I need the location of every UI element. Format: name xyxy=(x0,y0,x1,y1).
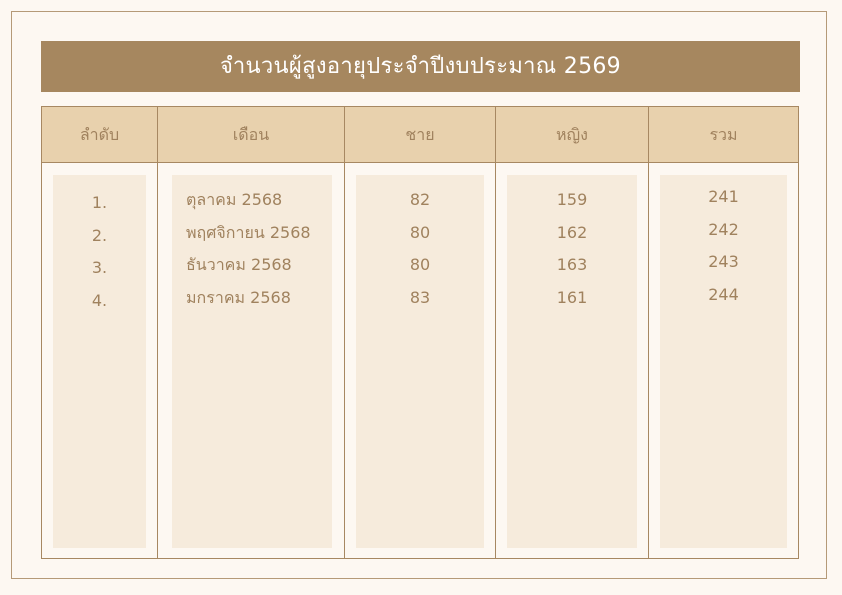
column-no: ลำดับ 1. 2. 3. 4. xyxy=(42,107,158,558)
header-female: หญิง xyxy=(496,107,648,163)
cell-month: ธันวาคม 2568 xyxy=(186,255,292,274)
cell-panel xyxy=(660,175,787,548)
female-cells: 159 162 163 161 xyxy=(496,184,648,314)
cell-male: 82 xyxy=(409,190,431,209)
month-cells: ตุลาคม 2568 พฤศจิกายน 2568 ธันวาคม 2568 … xyxy=(186,184,344,314)
header-month: เดือน xyxy=(158,107,344,163)
cell-panel xyxy=(53,175,146,548)
header-no: ลำดับ xyxy=(42,107,157,163)
no-cells: 1. 2. 3. 4. xyxy=(42,187,157,317)
cell-no: 3. xyxy=(91,258,108,277)
column-total: รวม 241 242 243 244 xyxy=(649,107,798,558)
header-total: รวม xyxy=(649,107,798,163)
cell-male: 80 xyxy=(409,222,431,242)
cell-panel xyxy=(356,175,484,548)
cell-total: 244 xyxy=(708,284,739,304)
cell-no: 2. xyxy=(91,225,108,245)
cell-no: 4. xyxy=(91,290,108,310)
cell-no: 1. xyxy=(91,193,108,212)
cell-male: 83 xyxy=(409,287,431,307)
elderly-count-table: ลำดับ 1. 2. 3. 4. เดือน ตุลาคม 2568 พฤศจ… xyxy=(41,106,799,559)
column-month: เดือน ตุลาคม 2568 พฤศจิกายน 2568 ธันวาคม… xyxy=(158,107,345,558)
cell-month: มกราคม 2568 xyxy=(186,287,291,307)
total-cells: 241 242 243 244 xyxy=(649,181,798,311)
header-male: ชาย xyxy=(345,107,495,163)
cell-female: 162 xyxy=(556,222,588,242)
cell-male: 80 xyxy=(409,255,431,274)
cell-month: พฤศจิกายน 2568 xyxy=(186,222,311,242)
page-frame xyxy=(11,11,827,579)
cell-panel xyxy=(172,175,332,548)
male-cells: 82 80 80 83 xyxy=(345,184,495,314)
cell-female: 159 xyxy=(556,190,588,209)
cell-total: 242 xyxy=(708,219,739,239)
cell-month: ตุลาคม 2568 xyxy=(186,190,283,209)
cell-panel xyxy=(507,175,637,548)
column-male: ชาย 82 80 80 83 xyxy=(345,107,496,558)
cell-female: 161 xyxy=(556,287,588,307)
cell-female: 163 xyxy=(556,255,588,274)
cell-total: 241 xyxy=(708,187,739,206)
column-female: หญิง 159 162 163 161 xyxy=(496,107,649,558)
cell-total: 243 xyxy=(708,252,739,271)
page-title: จำนวนผู้สูงอายุประจำปีงบประมาณ 2569 xyxy=(41,41,800,92)
